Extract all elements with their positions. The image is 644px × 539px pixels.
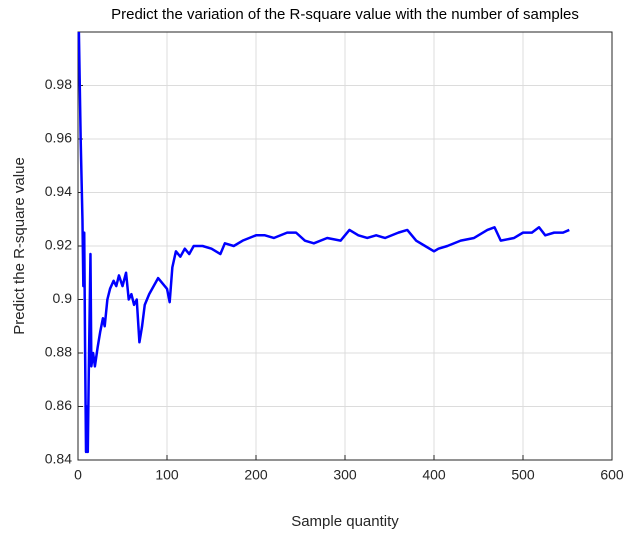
data-line bbox=[77, 31, 570, 454]
y-tick-label: 0.9 bbox=[53, 290, 73, 306]
y-tick-label: 0.84 bbox=[45, 451, 72, 467]
x-tick-label: 0 bbox=[74, 467, 82, 483]
x-tick-label: 600 bbox=[600, 467, 624, 483]
plot-frame bbox=[77, 31, 613, 461]
y-tick-label: 0.98 bbox=[45, 76, 72, 92]
x-tick-label: 400 bbox=[422, 467, 446, 483]
y-tick-label: 0.92 bbox=[45, 237, 72, 253]
y-axis-label: Predict the R-square value bbox=[11, 157, 28, 335]
x-axis-label: Sample quantity bbox=[291, 513, 399, 530]
y-tick-label: 0.86 bbox=[45, 397, 72, 413]
chart-title: Predict the variation of the R-square va… bbox=[111, 6, 579, 23]
x-tick-label: 300 bbox=[333, 467, 357, 483]
x-tick-label: 200 bbox=[244, 467, 268, 483]
y-tick-label: 0.94 bbox=[45, 183, 72, 199]
x-tick-label: 500 bbox=[511, 467, 535, 483]
x-tick-label: 100 bbox=[155, 467, 179, 483]
y-tick-label: 0.96 bbox=[45, 130, 72, 146]
y-tick-label: 0.88 bbox=[45, 344, 72, 360]
